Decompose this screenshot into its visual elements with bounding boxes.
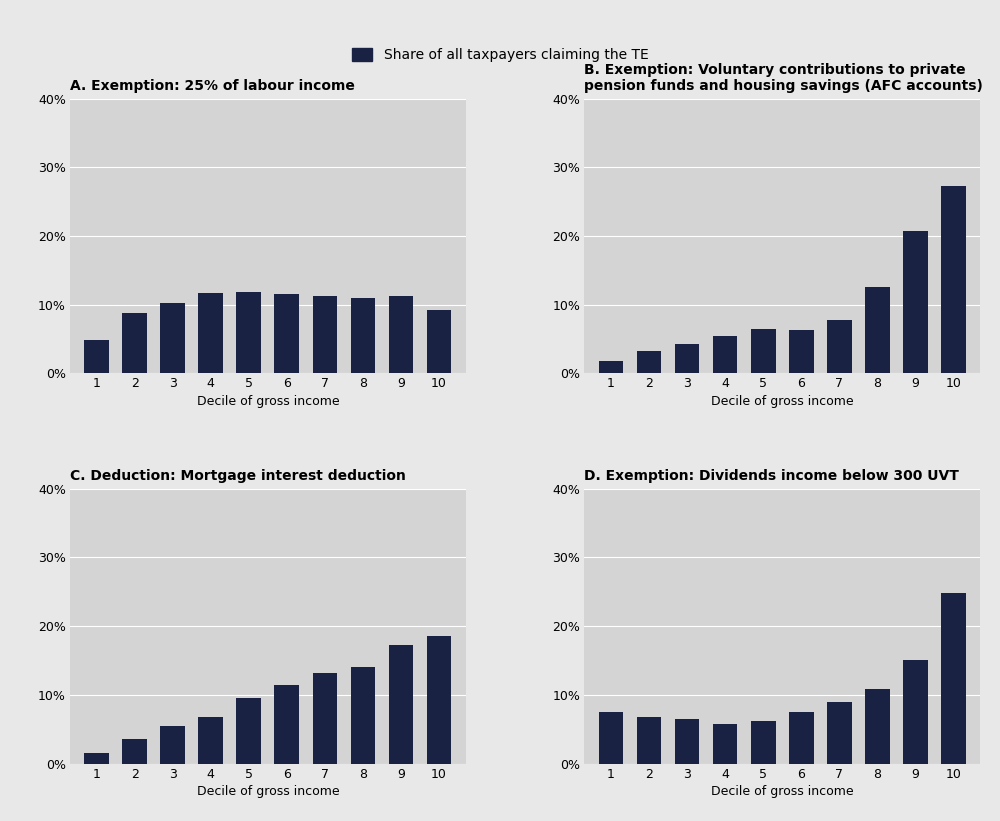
Bar — [599, 712, 623, 764]
Bar — [389, 645, 413, 764]
Bar — [751, 328, 776, 374]
Bar — [865, 287, 890, 374]
Bar — [827, 702, 852, 764]
Text: B. Exemption: Voluntary contributions to private
pension funds and housing savin: B. Exemption: Voluntary contributions to… — [584, 63, 983, 94]
Bar — [675, 719, 699, 764]
Bar — [789, 330, 814, 374]
Bar — [198, 293, 223, 374]
Text: C. Deduction: Mortgage interest deduction: C. Deduction: Mortgage interest deductio… — [70, 470, 406, 484]
Bar — [351, 298, 375, 374]
Bar — [713, 336, 737, 374]
Bar — [236, 292, 261, 374]
Bar — [122, 740, 147, 764]
Bar — [198, 717, 223, 764]
X-axis label: Decile of gross income: Decile of gross income — [711, 785, 853, 798]
Bar — [903, 231, 928, 374]
Bar — [637, 717, 661, 764]
Legend: Share of all taxpayers claiming the TE: Share of all taxpayers claiming the TE — [352, 48, 648, 62]
Bar — [389, 296, 413, 374]
Bar — [427, 310, 451, 374]
Bar — [941, 186, 966, 374]
Bar — [122, 313, 147, 374]
Bar — [351, 667, 375, 764]
Bar — [313, 296, 337, 374]
Bar — [713, 723, 737, 764]
Bar — [865, 690, 890, 764]
Bar — [789, 712, 814, 764]
Text: A. Exemption: 25% of labour income: A. Exemption: 25% of labour income — [70, 79, 355, 94]
Bar — [599, 361, 623, 374]
Bar — [675, 345, 699, 374]
X-axis label: Decile of gross income: Decile of gross income — [197, 785, 339, 798]
Text: D. Exemption: Dividends income below 300 UVT: D. Exemption: Dividends income below 300… — [584, 470, 959, 484]
Bar — [751, 721, 776, 764]
Bar — [427, 636, 451, 764]
Bar — [941, 593, 966, 764]
Bar — [160, 303, 185, 374]
Bar — [637, 351, 661, 374]
Bar — [160, 726, 185, 764]
X-axis label: Decile of gross income: Decile of gross income — [711, 395, 853, 408]
Bar — [827, 319, 852, 374]
Bar — [84, 341, 109, 374]
Bar — [274, 685, 299, 764]
Bar — [274, 294, 299, 374]
Bar — [236, 699, 261, 764]
Bar — [903, 660, 928, 764]
Bar — [313, 673, 337, 764]
X-axis label: Decile of gross income: Decile of gross income — [197, 395, 339, 408]
Bar — [84, 753, 109, 764]
